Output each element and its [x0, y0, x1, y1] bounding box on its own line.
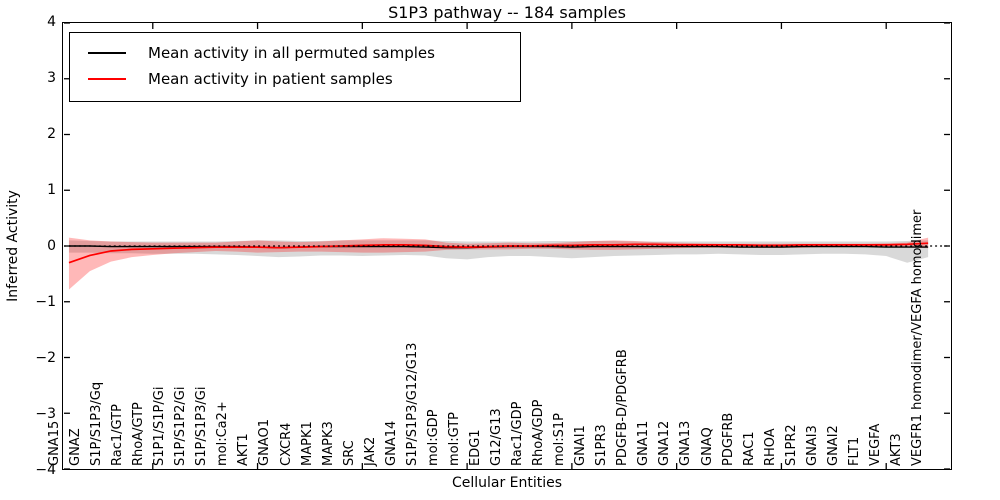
x-category-label: VEGFA	[867, 423, 883, 466]
x-category-label: mol:Ca2+	[215, 401, 231, 466]
patient-line-sample	[88, 78, 126, 80]
x-category-label: MAPK3	[320, 421, 336, 466]
x-category-label: S1P1/S1P/Gi	[152, 386, 168, 466]
x-category-label: AKT3	[888, 433, 904, 466]
permuted-line-sample	[88, 52, 126, 54]
x-category-label: GNA12	[657, 420, 673, 466]
x-category-label: RHOA	[762, 428, 778, 466]
x-category-label: mol:GDP	[425, 409, 441, 466]
x-category-label: mol:S1P	[552, 413, 568, 466]
x-category-label: RhoA/GTP	[131, 402, 147, 466]
y-tick-label: 4	[47, 14, 56, 30]
x-category-label: S1P/S1P3/Gi	[194, 386, 210, 466]
x-category-label: GNAO1	[257, 419, 273, 466]
x-category-label: GNAZ	[68, 428, 84, 466]
y-tick-label: 3	[47, 70, 56, 86]
x-category-label: VEGFR1 homodimer/VEGFA homodimer	[910, 209, 925, 466]
x-category-label: FLT1	[846, 436, 862, 466]
y-tick-label: −3	[35, 406, 56, 422]
x-category-label: MAPK1	[299, 421, 315, 466]
x-category-label: S1P/S1P3/Gq	[89, 381, 105, 466]
x-category-label: CXCR4	[278, 422, 294, 466]
legend-row-permuted: Mean activity in all permuted samples	[80, 40, 510, 66]
y-tick-label: 0	[47, 238, 56, 254]
x-category-label: GNA14	[383, 420, 399, 466]
x-category-label: GNAQ	[699, 427, 715, 466]
x-category-label: RhoA/GDP	[531, 399, 547, 466]
x-category-label: PDGFB-D/PDGFRB	[615, 349, 631, 466]
x-axis-title: Cellular Entities	[451, 475, 563, 491]
x-category-label: S1PR2	[783, 424, 799, 466]
x-category-label: S1PR3	[594, 424, 610, 466]
y-tick-label: 1	[47, 182, 56, 198]
x-category-label: GNAI2	[825, 425, 841, 466]
y-tick-label: 2	[47, 126, 56, 142]
legend-row-patient: Mean activity in patient samples	[80, 66, 510, 92]
x-category-label: RAC1	[741, 431, 757, 466]
x-category-label: S1P/S1P2/Gi	[173, 386, 189, 466]
x-category-label: S1P/S1P3/G12/G13	[404, 342, 420, 466]
legend: Mean activity in all permuted samples Me…	[69, 32, 521, 102]
x-category-label: SRC	[341, 440, 357, 466]
y-tick-label: −2	[35, 350, 56, 366]
x-category-label: GNA11	[636, 420, 652, 466]
x-category-label: mol:GTP	[446, 412, 462, 466]
x-category-label: Rac1/GDP	[510, 401, 526, 466]
x-category-label: EDG1	[467, 429, 483, 466]
x-category-label: GNA15	[47, 420, 62, 466]
plot-svg	[63, 23, 951, 469]
legend-label-permuted: Mean activity in all permuted samples	[148, 44, 435, 62]
x-category-label: G12/G13	[489, 408, 505, 466]
y-tick-label: −1	[35, 294, 56, 310]
x-category-label: JAK2	[362, 436, 378, 466]
x-category-label: Rac1/GTP	[110, 404, 126, 466]
x-category-label: GNAI1	[573, 425, 589, 466]
legend-label-patient: Mean activity in patient samples	[148, 70, 393, 88]
x-category-label: GNA13	[678, 420, 694, 466]
y-tick-label: −4	[35, 462, 56, 478]
patient-band	[68, 237, 929, 290]
x-category-label: PDGFRB	[720, 412, 736, 466]
x-category-label: AKT1	[236, 433, 252, 466]
plot-area: GNA15 GNAZ S1P/S1P3/Gq Rac1/GTP RhoA/GTP S1P1…	[47, 22, 952, 470]
chart-title: S1P3 pathway -- 184 samples	[388, 3, 626, 22]
x-category-label: GNAI3	[804, 425, 820, 466]
